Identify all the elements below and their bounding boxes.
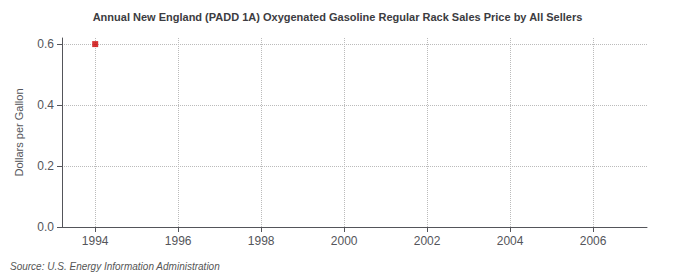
svg-text:0.6: 0.6 xyxy=(37,37,54,51)
svg-text:1996: 1996 xyxy=(165,234,192,248)
svg-text:2000: 2000 xyxy=(331,234,358,248)
svg-text:0.0: 0.0 xyxy=(37,220,54,234)
svg-text:2004: 2004 xyxy=(497,234,524,248)
svg-text:Annual New England (PADD 1A) O: Annual New England (PADD 1A) Oxygenated … xyxy=(93,11,583,23)
svg-text:1998: 1998 xyxy=(248,234,275,248)
svg-text:1994: 1994 xyxy=(82,234,109,248)
svg-text:0.4: 0.4 xyxy=(37,98,54,112)
svg-text:Dollars per Gallon: Dollars per Gallon xyxy=(13,88,25,176)
svg-text:2006: 2006 xyxy=(580,234,607,248)
svg-text:Source: U.S. Energy Informatio: Source: U.S. Energy Information Administ… xyxy=(10,261,220,272)
svg-text:0.2: 0.2 xyxy=(37,159,54,173)
svg-text:2002: 2002 xyxy=(414,234,441,248)
